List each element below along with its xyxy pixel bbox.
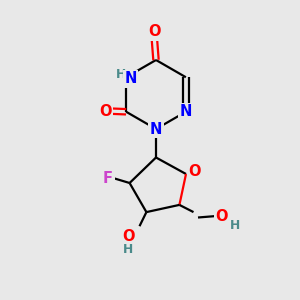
Text: O: O: [99, 104, 111, 119]
Text: N: N: [124, 71, 137, 86]
Text: H: H: [123, 243, 134, 256]
Text: N: N: [180, 104, 192, 119]
Text: F: F: [103, 171, 113, 186]
Text: O: O: [148, 24, 161, 39]
Text: O: O: [216, 208, 228, 224]
Text: N: N: [150, 122, 162, 136]
Text: H: H: [116, 68, 126, 81]
Text: H: H: [230, 218, 240, 232]
Text: O: O: [188, 164, 201, 179]
Text: O: O: [122, 229, 135, 244]
